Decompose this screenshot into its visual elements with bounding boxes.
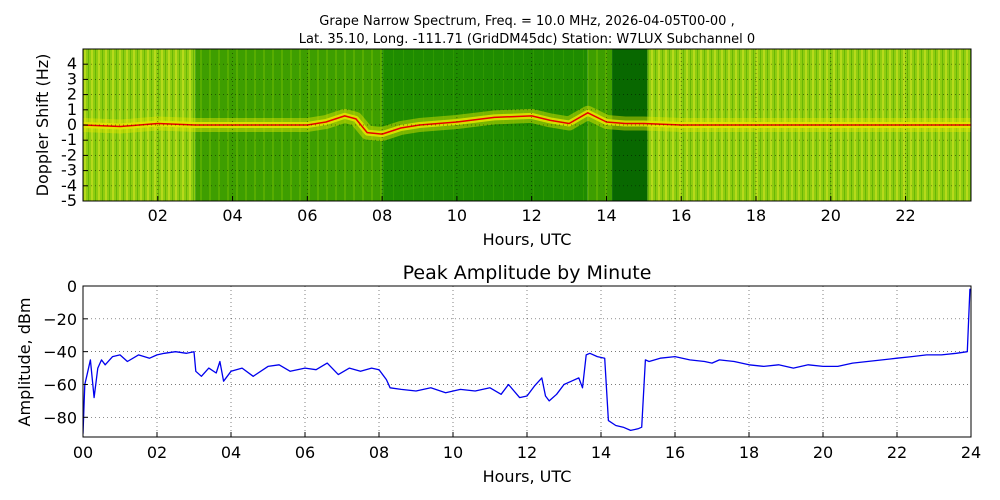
spectrogram-x-tick-label: 06 <box>297 206 317 225</box>
amplitude-x-tick-label: 04 <box>221 443 241 462</box>
spectrogram-y-tick-label: -3 <box>61 161 77 180</box>
spectrogram-x-tick-label: 02 <box>148 206 168 225</box>
amplitude-x-tick-label: 14 <box>591 443 611 462</box>
amplitude-x-tick-label: 22 <box>887 443 907 462</box>
spectrogram-x-tick-label: 08 <box>372 206 392 225</box>
amplitude-y-tick-label: 0 <box>67 277 77 296</box>
spectrogram-y-tick-label: -1 <box>61 130 77 149</box>
amplitude-plot-area <box>83 286 971 437</box>
amplitude-x-tick-label: 16 <box>665 443 685 462</box>
spectrogram-x-tick-label: 10 <box>447 206 467 225</box>
spectrogram-x-tick-label: 22 <box>895 206 915 225</box>
spectrogram-x-tick-label: 12 <box>521 206 541 225</box>
spectrogram-x-label: Hours, UTC <box>483 230 572 249</box>
amplitude-y-tick-label: −20 <box>43 310 77 329</box>
amplitude-plot <box>83 288 971 434</box>
spectrogram-x-tick-label: 20 <box>821 206 841 225</box>
spectrogram-x-tick-label: 18 <box>746 206 766 225</box>
amplitude-x-tick-label: 02 <box>147 443 167 462</box>
amplitude-y-tick-label: −60 <box>43 375 77 394</box>
spectrogram-y-tick-label: 0 <box>67 115 77 134</box>
spectrogram-y-label: Doppler Shift (Hz) <box>33 54 52 197</box>
spectrogram-grid <box>83 49 971 202</box>
amplitude-y-ticks: 0 −20 −40 −60 −80 <box>43 277 88 427</box>
amplitude-x-label: Hours, UTC <box>483 467 572 486</box>
spectrogram-y-tick-label: 4 <box>67 54 77 73</box>
amplitude-title: Peak Amplitude by Minute <box>403 262 652 284</box>
spectrogram-y-tick-label: -2 <box>61 145 77 164</box>
amplitude-x-tick-label: 06 <box>295 443 315 462</box>
spectrogram-y-tick-label: 1 <box>67 100 77 119</box>
amplitude-x-tick-label: 18 <box>739 443 759 462</box>
amplitude-y-label: Amplitude, dBm <box>15 298 34 427</box>
amplitude-y-tick-label: −40 <box>43 343 77 362</box>
amplitude-x-tick-label: 12 <box>517 443 537 462</box>
amplitude-x-tick-label: 10 <box>443 443 463 462</box>
amplitude-y-tick-label: −80 <box>43 408 77 427</box>
amplitude-x-ticks: 00 02 04 06 08 10 12 14 16 18 20 22 24 <box>73 432 981 462</box>
spectrogram-x-tick-label: 04 <box>222 206 242 225</box>
spectrogram-y-tick-label: 3 <box>67 69 77 88</box>
amplitude-series-line <box>83 288 971 434</box>
spectrogram-y-tick-label: 2 <box>67 85 77 104</box>
spectrogram-y-tick-label: -4 <box>61 176 77 195</box>
amplitude-x-tick-label: 00 <box>73 443 93 462</box>
spectrogram-y-tick-label: -5 <box>61 191 77 210</box>
spectrogram-x-tick-label: 14 <box>596 206 616 225</box>
spectrogram-x-ticks: 02 04 06 08 10 12 14 16 18 20 22 <box>148 196 916 225</box>
spectrum-title-line2: Lat. 35.10, Long. -111.71 (GridDM45dc) S… <box>299 32 755 47</box>
spectrum-title-line1: Grape Narrow Spectrum, Freq. = 10.0 MHz,… <box>319 14 734 29</box>
amplitude-x-tick-label: 24 <box>961 443 981 462</box>
spectrogram-x-tick-label: 16 <box>671 206 691 225</box>
amplitude-x-tick-label: 08 <box>369 443 389 462</box>
amplitude-x-tick-label: 20 <box>813 443 833 462</box>
